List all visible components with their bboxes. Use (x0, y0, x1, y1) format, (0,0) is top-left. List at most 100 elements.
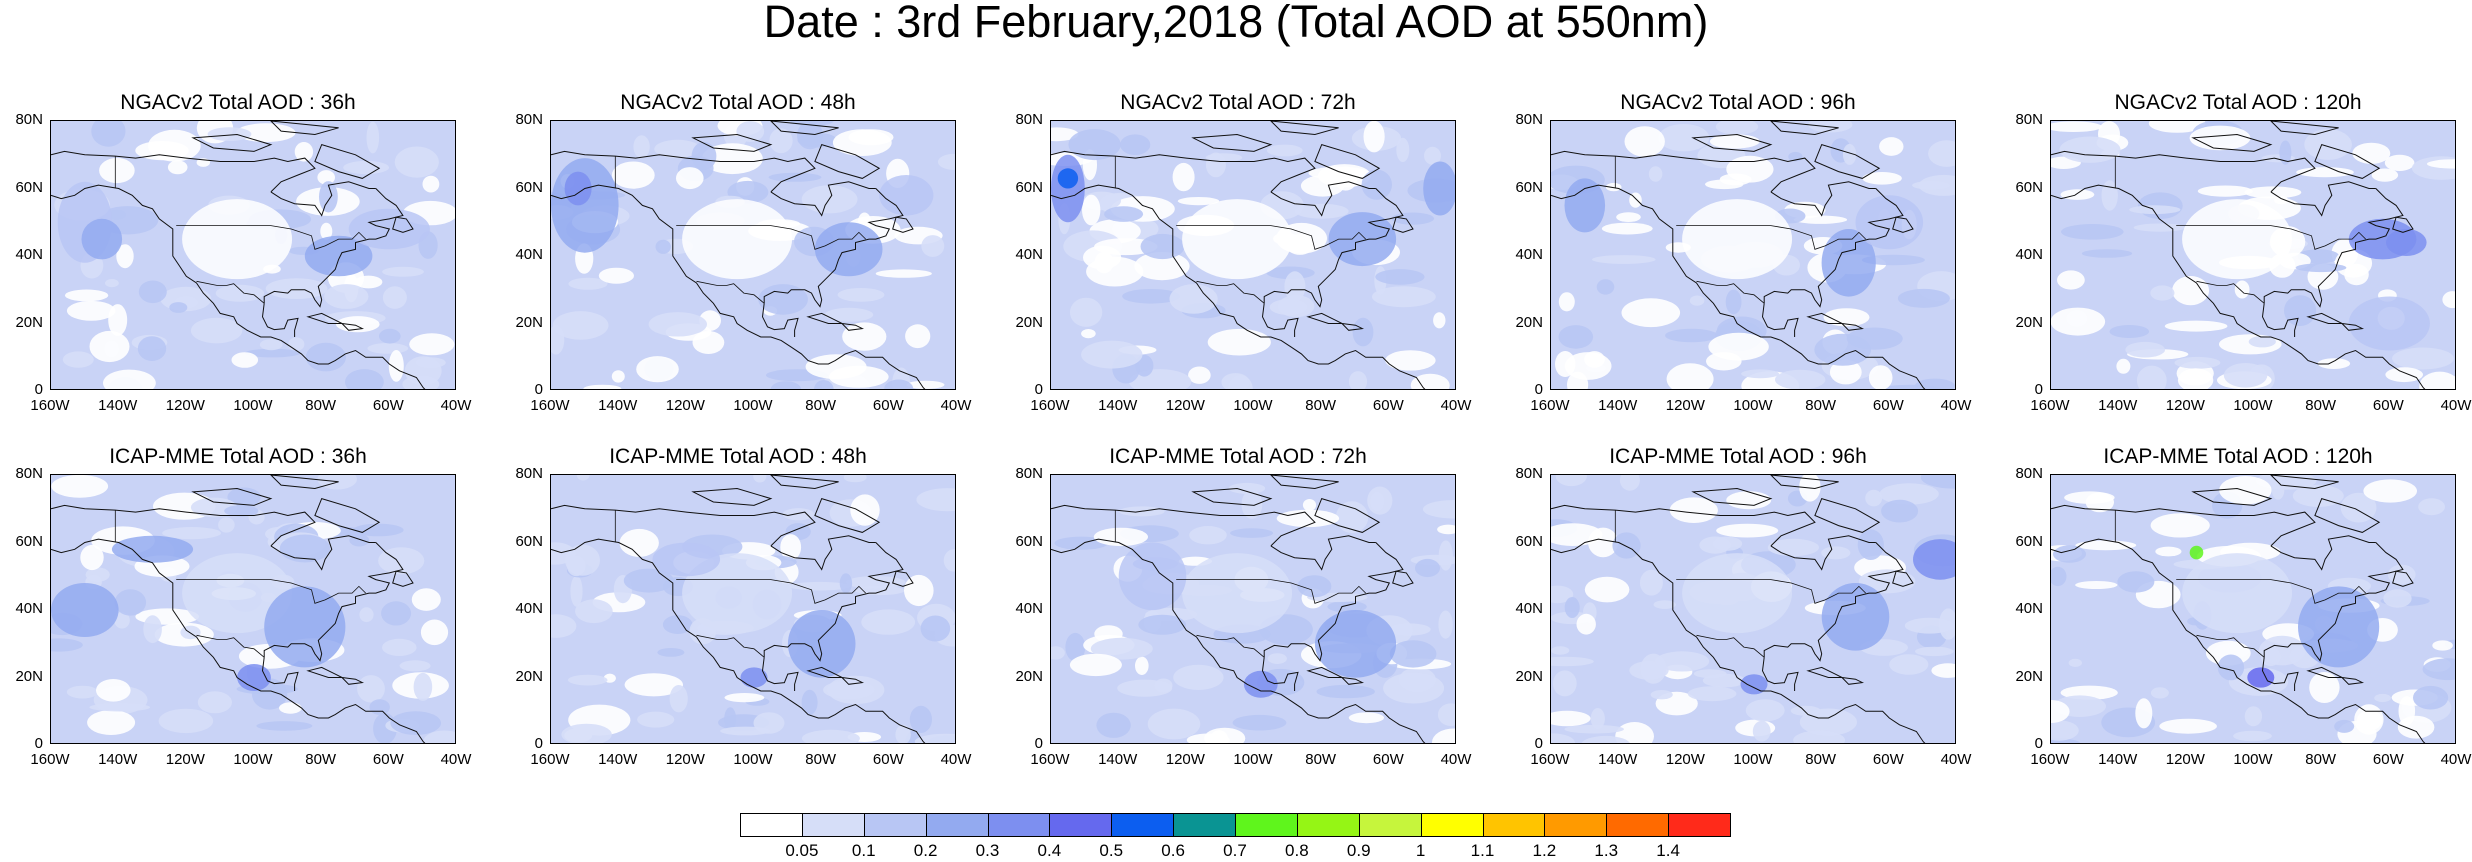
map-panel-10: ICAP-MME Total AOD : 120h 80N 60N 40N 20N 0 16… (2003, 444, 2472, 784)
lon-tick-label: 140W (1598, 397, 1638, 414)
map-panel-4: NGACv2 Total AOD : 96h 80N 60N 40N 20N 0 160W 1… (1503, 90, 1973, 430)
lon-tick-label: 60W (1372, 397, 1404, 414)
lat-tick-label: 60N (15, 178, 43, 196)
lon-tick-label: 40W (940, 397, 972, 414)
aod-field (51, 475, 455, 743)
lat-tick-label: 60N (1515, 178, 1543, 196)
panel-title: ICAP-MME Total AOD : 72h (1109, 445, 1367, 468)
colorbar-label: 0.7 (1223, 841, 1247, 860)
lat-tick-label: 0 (534, 735, 543, 752)
panel-title: NGACv2 Total AOD : 48h (620, 91, 856, 114)
lat-tick-label: 80N (1015, 111, 1043, 128)
lat-tick-label: 80N (1015, 465, 1043, 482)
lat-tick-label: 20N (15, 313, 43, 331)
aod-field (1551, 121, 1955, 389)
colorbar-label: 0.6 (1161, 841, 1185, 860)
lon-tick-label: 140W (98, 397, 138, 414)
aod-field (1551, 475, 1955, 743)
map-panel-9: ICAP-MME Total AOD : 96h 80N 60N 40N 20N 0 160… (1503, 444, 1973, 784)
colorbar-label: 0.5 (1099, 841, 1124, 860)
lat-tick-label: 40N (15, 600, 43, 617)
colorbar-swatch (1358, 813, 1422, 837)
aod-map (1050, 474, 1456, 744)
lon-tick-label: 60W (372, 397, 404, 414)
aod-map (1550, 120, 1956, 390)
figure-title: Date : 3rd February,2018 (Total AOD at 5… (763, 0, 1709, 47)
aod-map (1550, 474, 1956, 744)
lon-tick-label: 120W (2165, 751, 2205, 768)
lon-tick-label: 100W (233, 751, 273, 768)
panel-title: ICAP-MME Total AOD : 48h (609, 445, 867, 468)
lon-tick-label: 160W (30, 397, 70, 414)
lon-tick-label: 40W (1940, 397, 1972, 414)
colorbar-swatch (1111, 813, 1175, 837)
lon-tick-label: 80W (2305, 751, 2337, 768)
aod-map (50, 120, 456, 390)
lon-tick-label: 120W (665, 751, 705, 768)
colorbar-label: 0.3 (975, 841, 1000, 860)
lat-tick-label: 40N (1015, 246, 1043, 263)
aod-map (2050, 474, 2456, 744)
lat-tick-label: 20N (515, 313, 543, 331)
colorbar-swatch (1482, 813, 1546, 837)
lat-tick-label: 80N (515, 465, 543, 482)
colorbar-swatch (801, 813, 865, 837)
lat-tick-label: 40N (2015, 246, 2043, 263)
lat-tick-label: 80N (15, 111, 43, 128)
lon-tick-label: 80W (1305, 397, 1337, 414)
lat-tick-label: 40N (1015, 600, 1043, 617)
lon-tick-label: 60W (1872, 397, 1904, 414)
lon-tick-label: 120W (1665, 751, 1705, 768)
lat-tick-label: 60N (515, 532, 543, 550)
aod-field (551, 121, 955, 389)
lon-tick-label: 100W (2233, 751, 2273, 768)
lon-tick-label: 140W (98, 751, 138, 768)
lon-tick-label: 40W (1440, 397, 1472, 414)
lon-tick-label: 100W (1733, 397, 1773, 414)
colorbar-swatch (863, 813, 927, 837)
aod-field (1051, 121, 1455, 389)
lat-tick-label: 40N (2015, 600, 2043, 617)
colorbar-swatch (987, 813, 1051, 837)
lon-tick-label: 60W (1372, 751, 1404, 768)
colorbar-swatch (925, 813, 989, 837)
aod-field (1051, 475, 1455, 743)
lat-tick-label: 60N (515, 178, 543, 196)
lon-tick-label: 100W (233, 397, 273, 414)
colorbar-label: 1.1 (1470, 841, 1495, 860)
panel-title: ICAP-MME Total AOD : 36h (109, 445, 367, 468)
lat-tick-label: 80N (2015, 111, 2043, 128)
lat-tick-label: 60N (2015, 532, 2043, 550)
lon-tick-label: 120W (1165, 751, 1205, 768)
aod-field (51, 121, 455, 389)
lat-tick-label: 80N (1515, 111, 1543, 128)
lon-tick-label: 100W (733, 751, 773, 768)
aod-field (2051, 121, 2455, 389)
lat-tick-label: 20N (2015, 667, 2043, 685)
colorbar-label: 0.9 (1346, 841, 1371, 860)
lat-tick-label: 20N (1515, 667, 1543, 685)
lon-tick-label: 160W (1530, 751, 1570, 768)
lon-tick-label: 120W (1165, 397, 1205, 414)
lat-tick-label: 80N (515, 111, 543, 128)
lat-tick-label: 0 (34, 381, 43, 398)
lon-tick-label: 40W (2440, 397, 2472, 414)
colorbar-label: 1 (1415, 841, 1426, 860)
lat-tick-label: 0 (34, 735, 43, 752)
lon-tick-label: 80W (1805, 397, 1837, 414)
aod-map (50, 474, 456, 744)
lat-tick-label: 0 (1034, 381, 1043, 398)
map-panel-3: NGACv2 Total AOD : 72h 80N 60N 40N 20N 0 160W 1… (1003, 90, 1473, 430)
colorbar-label: 1.3 (1594, 841, 1619, 860)
lon-tick-label: 60W (372, 751, 404, 768)
lat-tick-label: 60N (15, 532, 43, 550)
lon-tick-label: 60W (872, 751, 904, 768)
map-panel-1: NGACv2 Total AOD : 36h 80N 60N 40N 20N 0 160W 1… (3, 90, 473, 430)
lon-tick-label: 140W (1598, 751, 1638, 768)
aod-map (2050, 120, 2456, 390)
lat-tick-label: 40N (515, 600, 543, 617)
aod-map (550, 474, 956, 744)
lat-tick-label: 60N (1015, 178, 1043, 196)
aod-colorbar (740, 813, 1731, 839)
lat-tick-label: 20N (1515, 313, 1543, 331)
